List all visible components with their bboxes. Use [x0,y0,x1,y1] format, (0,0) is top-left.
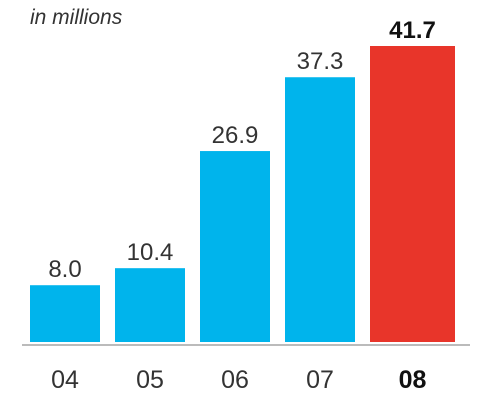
bar-07 [285,77,355,343]
chart-subtitle: in millions [30,6,123,29]
x-tick-label-07: 07 [306,366,334,394]
x-tick-labels-group: 04 05 06 07 08 [51,366,426,394]
bar-05 [115,268,185,342]
x-tick-label-04: 04 [51,366,79,394]
value-labels-group: 8.0 10.4 26.9 37.3 41.7 [48,17,436,283]
bar-08 [370,46,455,342]
bar-06 [200,151,270,342]
bar-04 [30,285,100,342]
value-label-05: 10.4 [127,239,174,266]
x-tick-label-05: 05 [136,366,164,394]
value-label-07: 37.3 [297,48,344,75]
value-label-04: 8.0 [48,256,81,283]
value-label-06: 26.9 [212,122,259,149]
bars-group [30,46,455,343]
x-tick-label-06: 06 [221,366,249,394]
value-label-08: 41.7 [389,17,436,44]
x-tick-label-08: 08 [399,366,427,394]
